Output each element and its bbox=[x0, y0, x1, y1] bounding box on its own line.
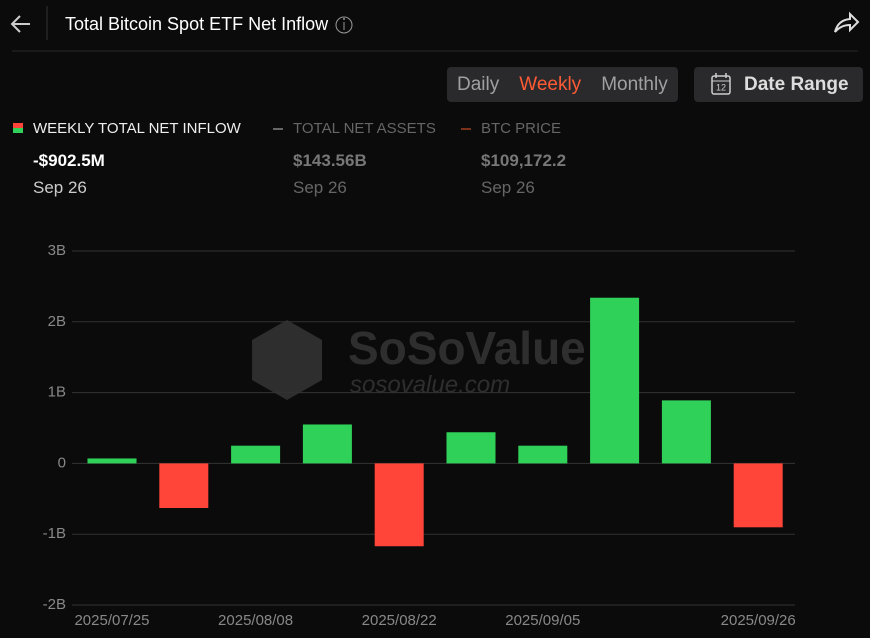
date-range-label: Date Range bbox=[744, 73, 849, 95]
calendar-day: 12 bbox=[716, 82, 726, 92]
top-bar: Total Bitcoin Spot ETF Net Inflow bbox=[10, 6, 860, 52]
bar bbox=[302, 424, 352, 464]
bar bbox=[733, 463, 783, 528]
interval-tab[interactable]: Daily bbox=[457, 73, 500, 95]
bar bbox=[661, 400, 711, 464]
legend-swatch bbox=[13, 123, 23, 133]
back-button[interactable] bbox=[10, 15, 30, 33]
page-title: Total Bitcoin Spot ETF Net Inflow bbox=[65, 14, 329, 34]
x-tick-label: 2025/08/08 bbox=[218, 612, 293, 629]
legend-label: BTC PRICE bbox=[481, 120, 562, 137]
legend-swatch bbox=[273, 128, 283, 130]
interval-tab[interactable]: Monthly bbox=[601, 73, 668, 95]
bar bbox=[159, 463, 209, 509]
calendar-icon: 12 bbox=[711, 73, 731, 95]
bar bbox=[446, 432, 496, 464]
watermark-brand: SoSoValue bbox=[348, 322, 586, 374]
bar bbox=[374, 463, 424, 547]
legend-date: Sep 26 bbox=[33, 178, 87, 197]
info-icon[interactable] bbox=[335, 16, 353, 34]
x-tick-label: 2025/09/05 bbox=[505, 612, 580, 629]
y-tick-label: 0 bbox=[58, 454, 66, 471]
bar bbox=[87, 458, 137, 464]
date-range-button[interactable]: 12 Date Range bbox=[694, 67, 863, 102]
interval-tabs: Daily Weekly Monthly bbox=[447, 67, 678, 102]
y-tick-label: -1B bbox=[43, 525, 66, 542]
legend-label: WEEKLY TOTAL NET INFLOW bbox=[33, 120, 241, 137]
legend-value: $109,172.2 bbox=[481, 151, 567, 170]
legend-value: $143.56B bbox=[293, 151, 367, 170]
x-tick-label: 2025/08/22 bbox=[362, 612, 437, 629]
y-tick-label: 2B bbox=[48, 313, 66, 330]
x-tick-label: 2025/07/25 bbox=[74, 612, 149, 629]
bar bbox=[518, 445, 568, 464]
share-button[interactable] bbox=[834, 11, 860, 33]
bar bbox=[590, 297, 640, 464]
legend-label: TOTAL NET ASSETS bbox=[293, 120, 436, 137]
interval-tab[interactable]: Weekly bbox=[519, 73, 582, 95]
watermark: SoSoValue sosovalue.com bbox=[252, 320, 586, 400]
y-tick-label: 1B bbox=[48, 384, 66, 401]
watermark-site: sosovalue.com bbox=[350, 371, 510, 398]
legend-date: Sep 26 bbox=[293, 178, 347, 197]
legend-swatch bbox=[461, 128, 471, 130]
x-tick-label: 2025/09/26 bbox=[721, 612, 796, 629]
y-tick-label: 3B bbox=[48, 242, 66, 259]
legend-value: -$902.5M bbox=[33, 151, 105, 170]
y-tick-label: -2B bbox=[43, 596, 66, 613]
legend-date: Sep 26 bbox=[481, 178, 535, 197]
bar bbox=[231, 445, 281, 464]
